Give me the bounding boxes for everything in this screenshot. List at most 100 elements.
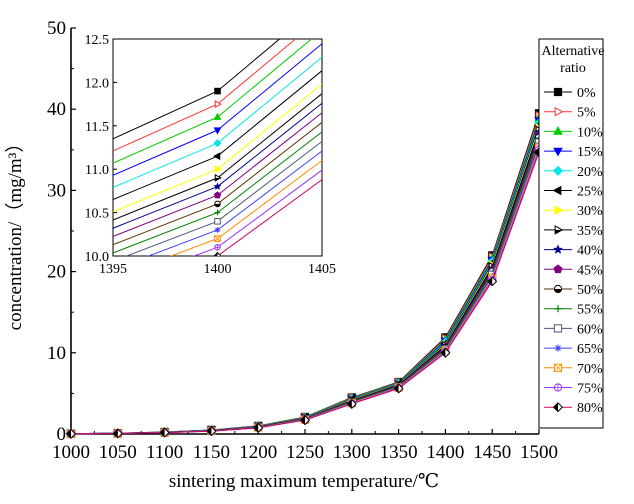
data-point — [213, 251, 222, 256]
legend-label: 60% — [577, 322, 603, 337]
inset-series-5pct — [113, 39, 297, 152]
data-point — [206, 426, 217, 437]
data-point — [213, 152, 221, 161]
data-point — [213, 191, 222, 199]
inset-x-tick-label: 1395 — [99, 262, 127, 277]
legend-title-line1: Alternative — [542, 44, 605, 59]
legend-label: 25% — [577, 185, 603, 200]
inset-series-40pct — [113, 102, 322, 229]
y-tick-label: 40 — [47, 99, 66, 120]
inset-series-25pct — [113, 70, 322, 201]
inset-y-tick-label: 11.0 — [85, 163, 109, 178]
x-tick-label: 1050 — [99, 442, 137, 463]
legend-entry: 20% — [544, 165, 603, 180]
legend-entry: 50% — [544, 283, 603, 298]
x-tick-label: 1150 — [193, 442, 230, 463]
legend-label: 50% — [577, 283, 603, 298]
legend-entry: 80% — [544, 401, 603, 416]
data-point — [487, 276, 498, 287]
inset-y-tick-label: 10.5 — [85, 207, 110, 222]
inset-series-10pct — [113, 39, 313, 164]
data-point — [554, 106, 564, 117]
x-tick-label: 1250 — [286, 442, 324, 463]
legend-entry: 55% — [544, 303, 603, 318]
data-point — [553, 264, 563, 274]
data-point — [552, 185, 562, 196]
data-point — [346, 398, 357, 409]
data-point — [112, 428, 123, 439]
legend-label: 35% — [577, 224, 603, 239]
data-point — [554, 205, 564, 216]
x-tick-label: 1000 — [52, 442, 90, 463]
data-point — [214, 173, 222, 182]
data-point — [552, 244, 564, 254]
legend-title-line2: ratio — [560, 61, 586, 76]
x-tick-label: 1450 — [473, 442, 511, 463]
inset-series-35pct — [113, 93, 322, 221]
legend-entry: 40% — [544, 244, 603, 259]
data-point — [214, 200, 221, 208]
legend-entry: 60% — [544, 322, 603, 337]
data-point — [213, 127, 222, 135]
inset-x-tick-label: 1400 — [204, 262, 232, 277]
legend-entry: 10% — [544, 125, 603, 140]
inset-series-30pct — [113, 83, 322, 213]
legend-entry: 45% — [544, 263, 603, 278]
legend-label: 65% — [577, 342, 603, 357]
data-point — [553, 87, 563, 97]
legend-label: 30% — [577, 204, 603, 219]
x-tick-label: 1300 — [333, 442, 371, 463]
inset-y-tick-label: 10.0 — [85, 250, 110, 265]
legend-entry: 25% — [544, 185, 603, 200]
legend-entry: 65% — [544, 342, 603, 357]
data-point — [552, 165, 564, 176]
data-point — [393, 383, 404, 394]
inset-series-0pct — [113, 39, 281, 140]
inset-series-line — [216, 179, 322, 256]
legend-label: 40% — [577, 244, 603, 259]
x-tick-label: 1350 — [380, 442, 418, 463]
x-tick-label: 1100 — [146, 442, 183, 463]
data-point — [299, 415, 311, 426]
legend-box — [538, 38, 604, 429]
data-point — [214, 165, 222, 174]
inset-series-70pct — [169, 160, 322, 256]
main-plot-area: 1000 1050 1100 1150 1200 1250 1300 1350 1400 1450… — [47, 18, 558, 463]
data-point — [554, 225, 564, 235]
legend-entry: 70% — [544, 362, 603, 377]
inset-series-80pct — [213, 179, 322, 256]
data-point — [213, 182, 222, 191]
legend-label: 70% — [577, 362, 603, 377]
inset-series-65pct — [147, 150, 322, 256]
data-point — [553, 383, 563, 392]
data-point — [553, 324, 563, 333]
inset-series-55pct — [113, 131, 322, 254]
data-point — [214, 244, 221, 251]
legend-entry: 15% — [544, 145, 603, 160]
data-point — [65, 428, 77, 439]
y-tick-label: 20 — [47, 262, 66, 283]
data-point — [440, 347, 451, 358]
x-tick-label: 1400 — [426, 442, 464, 463]
x-axis-title: sintering maximum temperature/℃ — [169, 471, 439, 492]
data-point — [214, 217, 221, 225]
legend-entry: 35% — [544, 224, 603, 239]
data-point — [552, 402, 564, 413]
inset-plot: 1395 1400 1405 10.0 10.5 11.0 11.5 12.0 12.5 — [85, 33, 337, 277]
legend-label: 10% — [577, 125, 603, 140]
inset-series-50pct — [113, 121, 322, 246]
inset-x-tick-label: 1405 — [308, 262, 336, 277]
legend-entry: 5% — [544, 106, 596, 121]
legend-label: 15% — [577, 145, 603, 160]
legend-entry: 0% — [544, 86, 596, 101]
legend-label: 20% — [577, 165, 603, 180]
data-point — [214, 100, 222, 109]
inset-y-tick-label: 11.5 — [85, 120, 109, 135]
legend-label: 5% — [577, 106, 596, 121]
data-point — [213, 112, 222, 120]
data-point — [213, 139, 222, 148]
data-point — [214, 235, 221, 242]
y-tick-label: 10 — [47, 343, 66, 364]
inset-series-15pct — [113, 43, 322, 176]
